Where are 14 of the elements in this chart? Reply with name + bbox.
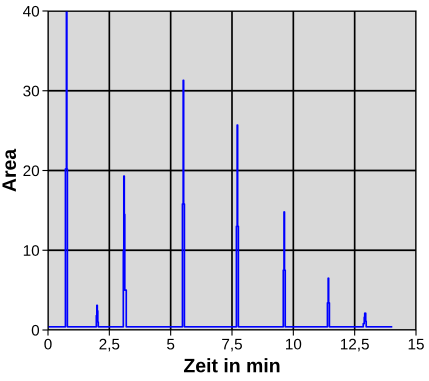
x-tick-label: 7,5 — [222, 338, 242, 352]
y-tick-label: 10 — [24, 245, 40, 256]
y-axis-title: Area — [2, 148, 16, 192]
x-tick-label: 12,5 — [340, 338, 369, 352]
x-tick-label: 5 — [167, 338, 174, 350]
x-tick-label: 10 — [286, 338, 302, 350]
x-axis-title: Zeit in min — [184, 358, 280, 372]
y-tick-label: 20 — [23, 165, 40, 176]
x-tick-label: 2,5 — [99, 338, 120, 352]
y-tick-label: 40 — [23, 6, 40, 17]
y-tick-label: 30 — [23, 86, 40, 96]
y-tick-label: 0 — [32, 324, 40, 336]
x-tick-label: 15 — [408, 338, 424, 350]
x-tick-label: 0 — [44, 338, 52, 350]
